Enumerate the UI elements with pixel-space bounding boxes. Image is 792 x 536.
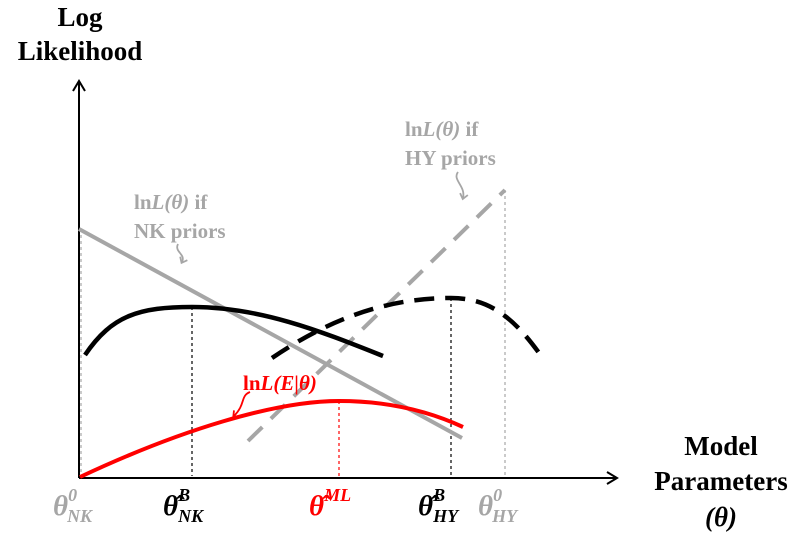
theta-hy0-label: θ0 HY <box>478 485 519 526</box>
nk-prior-likelihood-line <box>78 227 463 440</box>
nk-priors-label-line1: lnL(θ) if <box>134 190 208 214</box>
theta-nk-b-label: θ̂B NK <box>163 485 205 526</box>
nk-posterior-curve <box>83 304 384 359</box>
y-axis-title-line2: Likelihood <box>18 36 143 66</box>
nk-label-pointer <box>176 243 188 265</box>
x-axis-title-line3: (θ) <box>705 502 737 532</box>
theta-hy-b-label: θ̂B HY <box>418 485 460 526</box>
evidence-likelihood-curve <box>79 398 464 479</box>
y-axis-title-line1: Log <box>57 2 103 32</box>
x-axis-title-line2: Parameters <box>654 466 787 496</box>
nk-priors-label-line2: NK priors <box>134 219 226 243</box>
hy-prior-likelihood-line <box>246 188 507 443</box>
evidence-label-pointer <box>232 391 251 418</box>
x-axis-title-line1: Model <box>684 431 758 461</box>
theta-nk0-label: θ0 NK <box>53 485 94 526</box>
hy-posterior-curve <box>270 295 546 362</box>
hy-priors-label-line1: lnL(θ) if <box>405 117 479 141</box>
hy-label-pointer <box>455 171 469 201</box>
theta-ml-label: θ̂ML <box>309 485 351 522</box>
evidence-label: lnL(E|θ) <box>243 371 317 395</box>
hy-priors-label-line2: HY priors <box>405 146 496 170</box>
